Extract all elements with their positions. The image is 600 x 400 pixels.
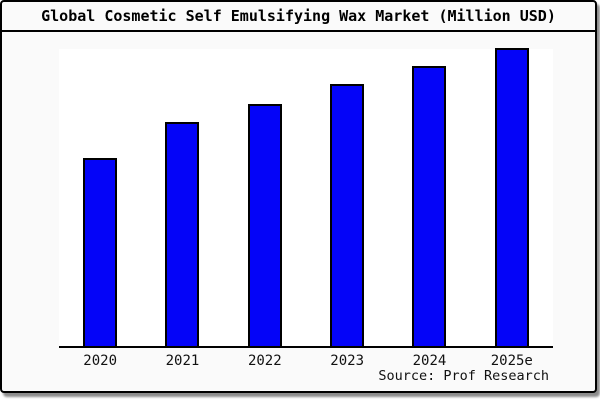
x-tick-label-2023: 2023	[330, 353, 364, 369]
bar-slot-2025e	[471, 48, 553, 346]
plot-area	[59, 48, 553, 348]
bar-2025e	[494, 48, 529, 346]
bar-slot-2022	[224, 49, 306, 346]
bars-container	[59, 48, 553, 346]
bar-2024	[412, 66, 447, 346]
x-tick-label-2024: 2024	[412, 353, 447, 369]
chart-frame: Global Cosmetic Self Emulsifying Wax Mar…	[0, 0, 597, 393]
bar-slot-2020	[59, 49, 141, 346]
x-tick-label-2021: 2021	[165, 353, 200, 369]
x-axis-labels: 2020 2021 2022 2023 2024 2025e	[59, 353, 553, 369]
x-tick-label-2022: 2022	[247, 353, 282, 369]
x-tick-label-2020: 2020	[83, 353, 118, 369]
bar-2022	[247, 104, 282, 346]
bar-slot-2021	[141, 49, 223, 346]
chart-title: Global Cosmetic Self Emulsifying Wax Mar…	[2, 2, 595, 32]
source-credit: Source: Prof Research	[378, 368, 549, 384]
bar-2020	[83, 158, 118, 346]
bar-slot-2024	[388, 49, 470, 346]
x-tick-label-2025e: 2025e	[490, 353, 533, 369]
bar-2021	[165, 122, 200, 346]
bar-2023	[330, 84, 365, 346]
bar-slot-2023	[306, 49, 388, 346]
